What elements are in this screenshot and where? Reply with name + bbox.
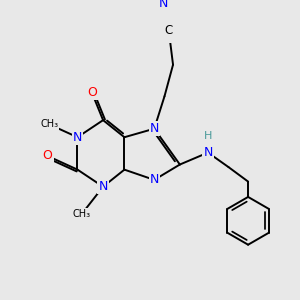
Text: N: N — [159, 0, 168, 10]
Text: N: N — [150, 122, 159, 135]
Text: N: N — [98, 180, 108, 193]
Text: CH₃: CH₃ — [40, 119, 58, 129]
Text: O: O — [87, 86, 97, 99]
Text: N: N — [203, 146, 213, 159]
Text: H: H — [204, 130, 212, 140]
Text: N: N — [73, 131, 82, 144]
Text: O: O — [43, 149, 52, 163]
Text: CH₃: CH₃ — [73, 209, 91, 219]
Text: N: N — [150, 173, 159, 186]
Text: C: C — [165, 24, 173, 37]
